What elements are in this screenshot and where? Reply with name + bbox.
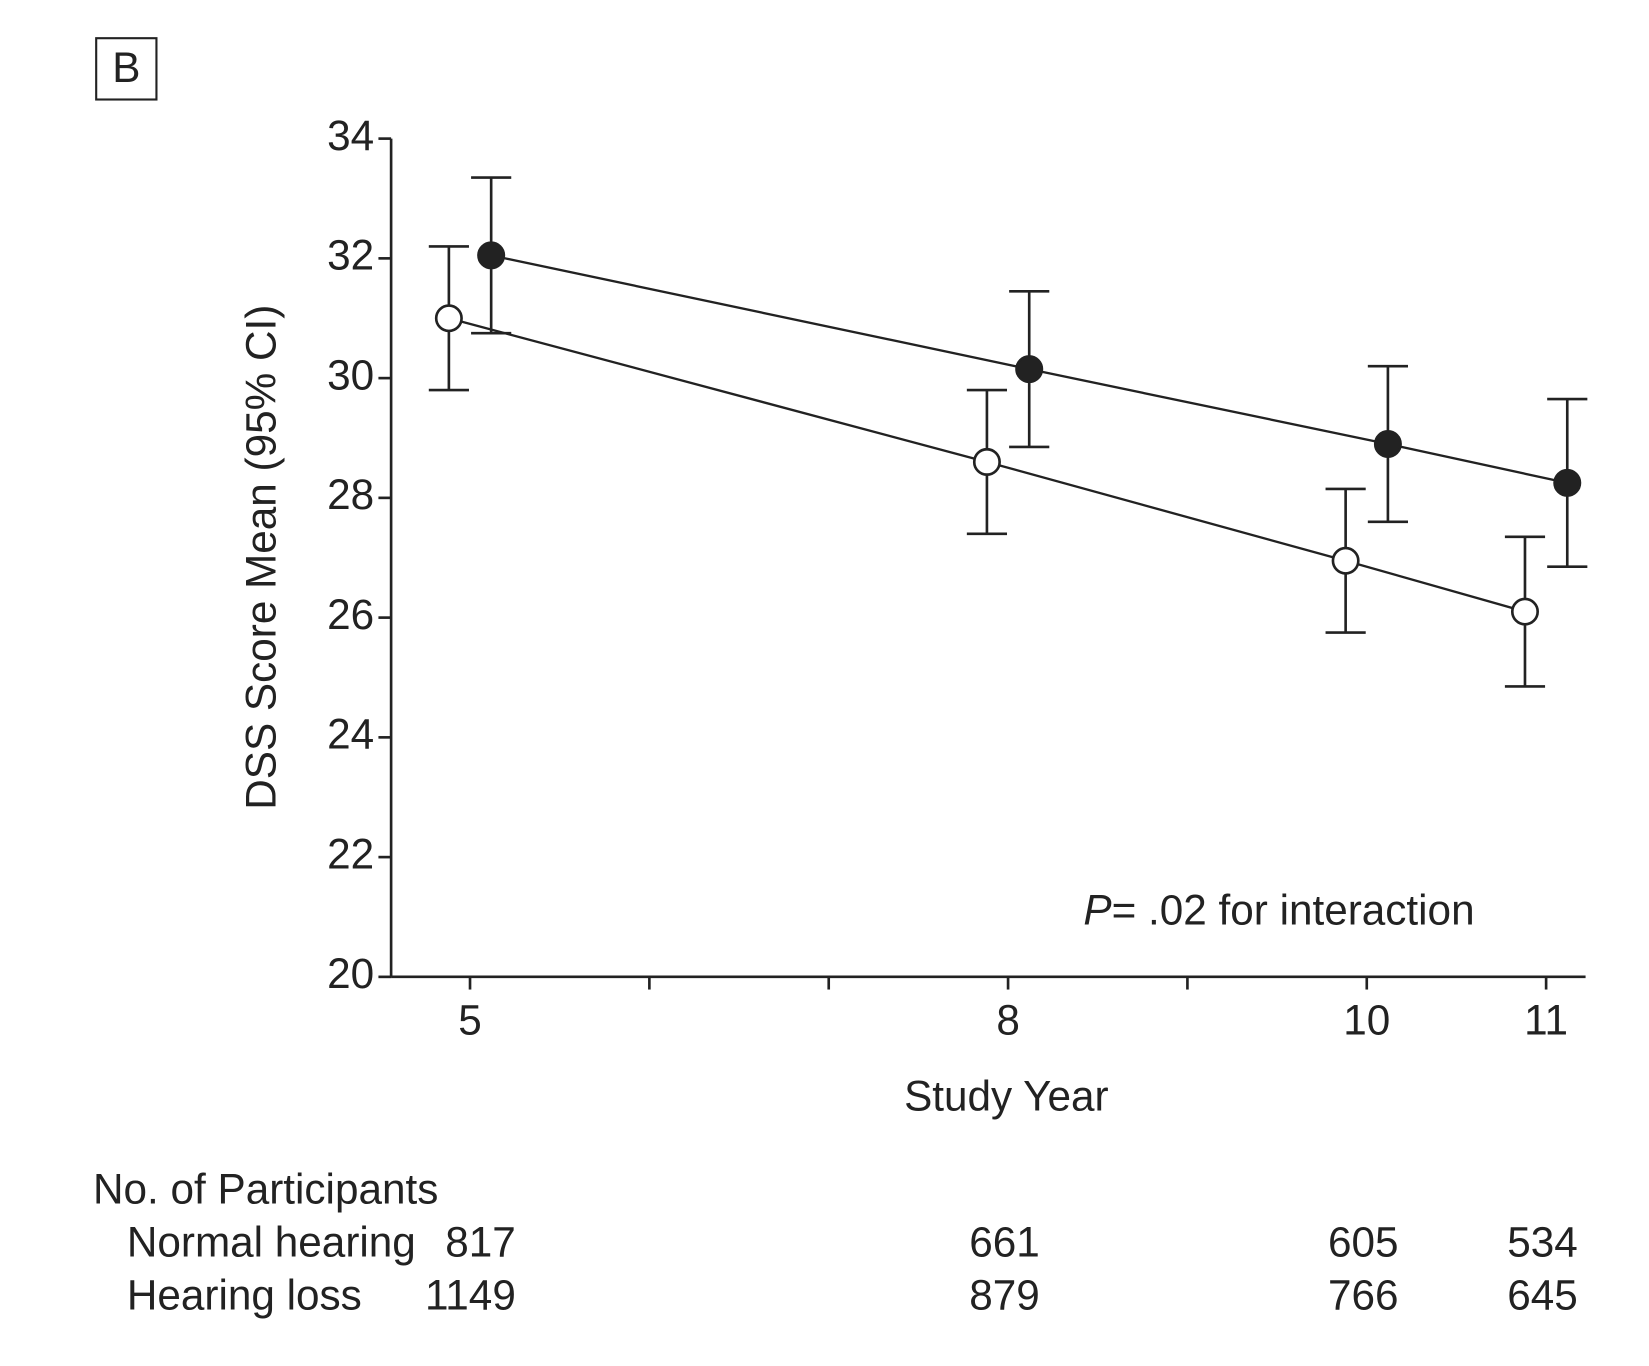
table-cell: 879 (969, 1271, 1040, 1318)
table-row-label: Normal hearing (127, 1219, 416, 1266)
annotation: P= .02 for interaction (1083, 887, 1474, 934)
series-line (448, 317, 1526, 613)
table-cell: 1149 (425, 1271, 516, 1318)
panel-label-box (95, 37, 158, 101)
point (1373, 429, 1402, 458)
y-tick-label: 34 (327, 112, 374, 159)
annotation-text: = .02 for interaction (1112, 887, 1475, 934)
table-cell: 645 (1507, 1271, 1578, 1318)
table-cell: 605 (1328, 1219, 1399, 1266)
point (1510, 597, 1539, 626)
table-title: No. of Participants (93, 1166, 438, 1213)
x-tick-label: 11 (1524, 997, 1568, 1044)
x-axis-label: Study Year (904, 1073, 1108, 1120)
y-tick-label: 24 (327, 711, 374, 758)
y-axis-label: DSS Score Mean (95% CI) (237, 305, 284, 810)
point (1553, 468, 1582, 497)
table-row-label: Hearing loss (127, 1271, 362, 1318)
point (1331, 546, 1360, 575)
y-tick-label: 32 (327, 232, 374, 279)
x-tick-label: 8 (996, 997, 1020, 1044)
series-line (490, 254, 1568, 485)
table-cell: 661 (969, 1219, 1040, 1266)
point (972, 447, 1001, 476)
point (477, 241, 506, 270)
y-tick-label: 30 (327, 351, 374, 398)
table-cell: 766 (1328, 1271, 1399, 1318)
table-cell: 534 (1507, 1219, 1578, 1266)
table-cell: 817 (445, 1219, 516, 1266)
panel-label: B (112, 44, 140, 91)
annotation-italic: P (1083, 887, 1111, 934)
y-tick-label: 26 (327, 591, 374, 638)
y-tick-label: 20 (327, 950, 374, 997)
y-tick-label: 28 (327, 471, 374, 518)
y-tick-label: 22 (327, 830, 374, 877)
point (434, 304, 463, 333)
point (1015, 355, 1044, 384)
x-tick-label: 5 (458, 997, 482, 1044)
x-tick-label: 10 (1343, 997, 1390, 1044)
